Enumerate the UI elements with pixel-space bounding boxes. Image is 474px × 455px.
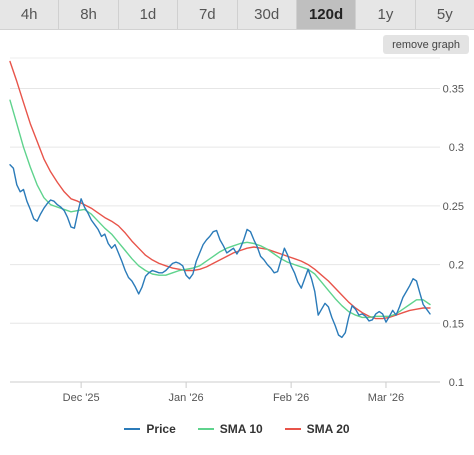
legend-swatch-sma20: [284, 428, 301, 430]
legend-item-price[interactable]: Price: [124, 422, 176, 436]
tab-8h[interactable]: 8h: [59, 0, 119, 29]
legend-swatch-sma10: [197, 428, 214, 430]
legend-label-sma10: SMA 10: [219, 422, 263, 436]
y-tick-label-2: 0.2: [449, 260, 464, 272]
tab-5y[interactable]: 5y: [436, 6, 453, 23]
x-tick-label-1: Jan '26: [169, 392, 204, 404]
legend-swatch-price: [124, 428, 141, 430]
y-tick-label-5: 0.35: [443, 83, 464, 95]
legend-item-sma10[interactable]: SMA 10: [197, 422, 263, 436]
x-tick-label-0: Dec '25: [63, 392, 100, 404]
x-tick-label-2: Feb '26: [273, 392, 309, 404]
remove-graph-button[interactable]: remove graph: [383, 35, 469, 54]
tab-7d[interactable]: 7d: [178, 0, 238, 29]
chart-legend: Price SMA 10 SMA 20: [0, 420, 474, 438]
x-tick-label-3: Mar '26: [368, 392, 404, 404]
tab-30d[interactable]: 30d: [238, 0, 297, 29]
y-tick-label-3: 0.25: [443, 201, 464, 213]
timeframe-tabbar: 4h 8h 1d 7d 30d 120d 1y 5y: [0, 0, 474, 30]
y-tick-label-1: 0.15: [443, 318, 464, 330]
tab-1d[interactable]: 1d: [119, 0, 179, 29]
legend-label-price: Price: [146, 422, 176, 436]
tab-4h[interactable]: 4h: [0, 0, 60, 29]
series-line-price: [9, 164, 431, 339]
legend-label-sma20: SMA 20: [306, 422, 350, 436]
y-tick-label-4: 0.3: [449, 142, 464, 154]
legend-item-sma20[interactable]: SMA 20: [284, 422, 350, 436]
series-line-sma20: [9, 60, 431, 320]
tab-1y[interactable]: 1y: [356, 0, 416, 29]
tab-120d[interactable]: 120d: [296, 0, 357, 29]
series-line-sma10: [9, 99, 431, 319]
y-tick-label-0: 0.1: [449, 377, 464, 389]
